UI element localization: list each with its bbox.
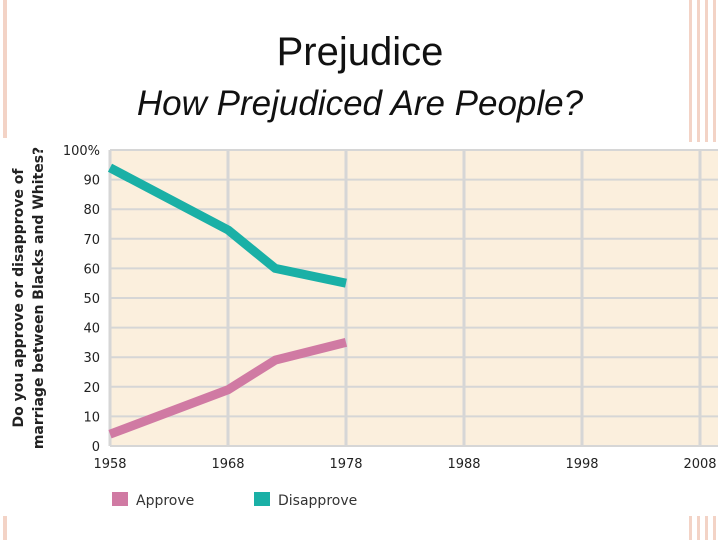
x-tick-label: 1988 xyxy=(447,457,480,472)
corner-stripe-bottom-right-3 xyxy=(705,516,708,540)
legend-label-disapprove: Disapprove xyxy=(278,493,357,509)
corner-stripe-top-right-2 xyxy=(697,0,700,142)
grid-lines xyxy=(108,149,718,447)
x-tick-label: 1958 xyxy=(93,457,126,472)
y-axis-label-line-1: Do you approve or disapprove of xyxy=(11,168,27,428)
y-axis-label-line-2: marriage between Blacks and Whites? xyxy=(31,147,47,449)
legend-label-approve: Approve xyxy=(136,493,194,509)
corner-stripe-top-left xyxy=(3,0,7,138)
corner-stripe-top-right-4 xyxy=(713,0,716,142)
y-tick-label: 70 xyxy=(83,233,100,248)
x-tick-label: 1978 xyxy=(329,457,362,472)
y-axis-label: Do you approve or disapprove of marriage… xyxy=(11,147,47,449)
legend-swatch-approve xyxy=(112,492,128,506)
y-tick-label: 60 xyxy=(83,262,100,277)
corner-stripe-bottom-right-1 xyxy=(689,516,692,540)
y-tick-label: 10 xyxy=(83,410,100,425)
legend: Approve Disapprove xyxy=(112,492,357,509)
corner-stripe-top-right-3 xyxy=(705,0,708,142)
series-lines xyxy=(107,163,348,439)
y-tick-label: 90 xyxy=(83,174,100,189)
slide-subtitle: How Prejudiced Are People? xyxy=(136,84,584,123)
x-tick-label: 1968 xyxy=(211,457,244,472)
corner-stripe-bottom-right-4 xyxy=(713,516,716,540)
x-tick-label: 2008 xyxy=(683,457,716,472)
y-tick-label: 0 xyxy=(92,440,100,455)
legend-swatch-disapprove xyxy=(254,492,270,506)
x-tick-label: 1998 xyxy=(565,457,598,472)
corner-stripe-bottom-right-2 xyxy=(697,516,700,540)
corner-stripe-bottom-left xyxy=(3,516,7,540)
y-tick-label: 20 xyxy=(83,381,100,396)
y-axis-ticks: 0 10 20 30 40 50 60 70 80 90 100% xyxy=(63,144,100,455)
series-line-disapprove xyxy=(107,163,347,288)
y-tick-label: 100% xyxy=(63,144,100,159)
y-tick-label: 40 xyxy=(83,322,100,337)
x-axis-ticks: 1958 1968 1978 1988 1998 2008 xyxy=(93,457,716,472)
y-tick-label: 80 xyxy=(83,203,100,218)
corner-stripe-top-right-1 xyxy=(689,0,692,142)
y-tick-label: 30 xyxy=(83,351,100,366)
series-line-approve xyxy=(108,338,348,439)
slide-title: Prejudice xyxy=(276,30,444,74)
y-tick-label: 50 xyxy=(83,292,100,307)
